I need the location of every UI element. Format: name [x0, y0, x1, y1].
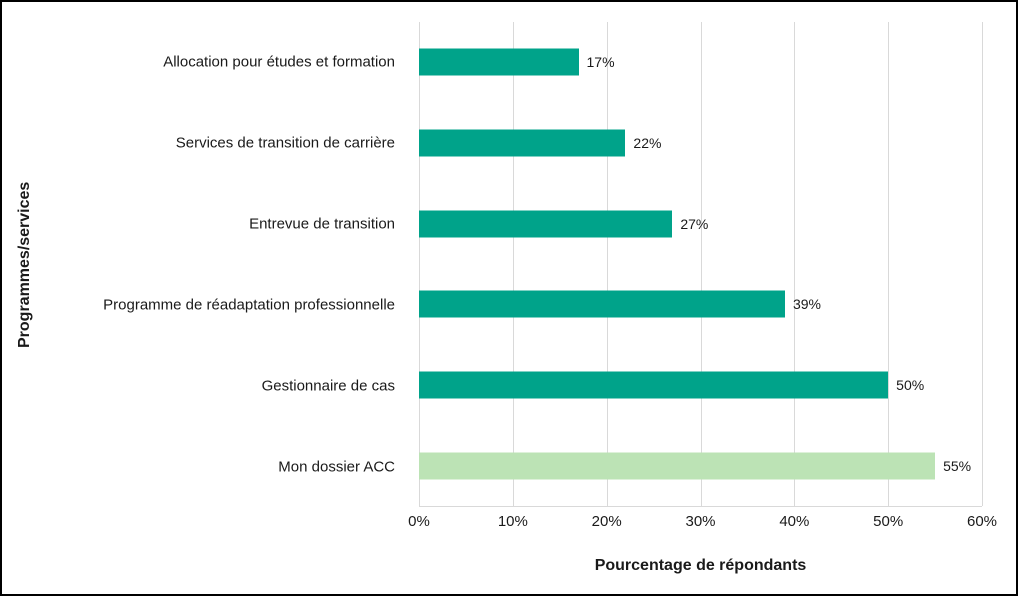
bar-6 [419, 452, 936, 480]
gridline [512, 22, 514, 506]
data-label: 39% [792, 296, 821, 313]
bar-3 [419, 210, 673, 238]
x-tick-label: 30% [685, 513, 716, 530]
x-axis-title: Pourcentage de répondants [594, 557, 807, 574]
category-label: Mon dossier ACC [278, 458, 395, 476]
x-tick-label: 50% [873, 513, 904, 530]
plot-area: 17% 22% 27% 39% 50% 55% [419, 22, 983, 507]
category-label: Allocation pour études et formation [163, 53, 395, 71]
category-label: Programme de réadaptation professionnell… [103, 296, 395, 314]
data-label: 50% [896, 377, 925, 393]
x-tick-label: 20% [591, 513, 622, 530]
data-label: 22% [633, 135, 662, 151]
data-label: 27% [680, 215, 709, 232]
gridline [794, 22, 796, 506]
category-axis: Allocation pour études et formation Servi… [2, 22, 407, 507]
x-axis-ticks: 0% 10% 20% 30% 40% 50% 60% [408, 513, 997, 533]
category-label: Services de transition de carrière [175, 134, 395, 152]
gridline [888, 22, 890, 506]
x-tick-label: 40% [779, 513, 810, 530]
category-label: Gestionnaire de cas [261, 377, 395, 395]
data-label: 55% [943, 457, 972, 474]
bar-4 [419, 290, 785, 318]
x-tick-label: 60% [966, 513, 998, 530]
x-tick-label: 10% [497, 513, 528, 530]
bar-5 [419, 371, 889, 399]
category-label: Entrevue de transition [249, 215, 395, 233]
gridline [606, 22, 608, 506]
gridline [982, 22, 983, 506]
data-label: 17% [586, 54, 615, 71]
gridline [700, 22, 702, 506]
bar-1 [419, 48, 579, 76]
x-tick-label: 0% [408, 513, 430, 530]
bar-2 [419, 129, 626, 157]
gridline [419, 22, 420, 506]
